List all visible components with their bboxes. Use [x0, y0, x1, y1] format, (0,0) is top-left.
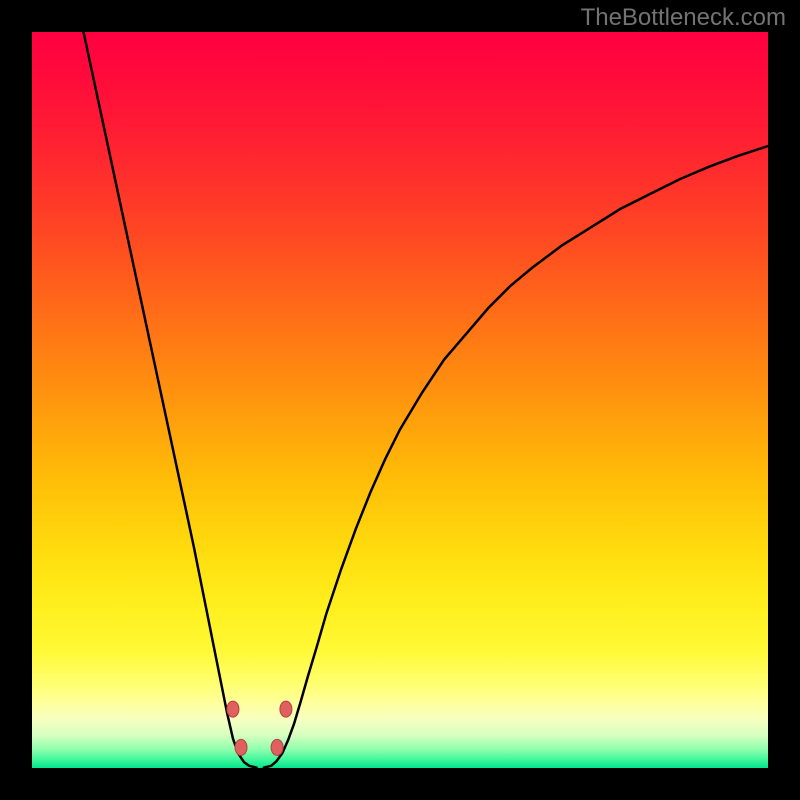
plot-background — [32, 32, 768, 768]
marker-point — [235, 739, 247, 755]
chart-frame: TheBottleneck.com — [0, 0, 800, 800]
marker-point — [227, 701, 239, 717]
plot-area — [32, 32, 768, 768]
watermark-text: TheBottleneck.com — [581, 4, 786, 32]
plot-svg — [32, 32, 768, 768]
marker-point — [271, 739, 283, 755]
marker-point — [280, 701, 292, 717]
